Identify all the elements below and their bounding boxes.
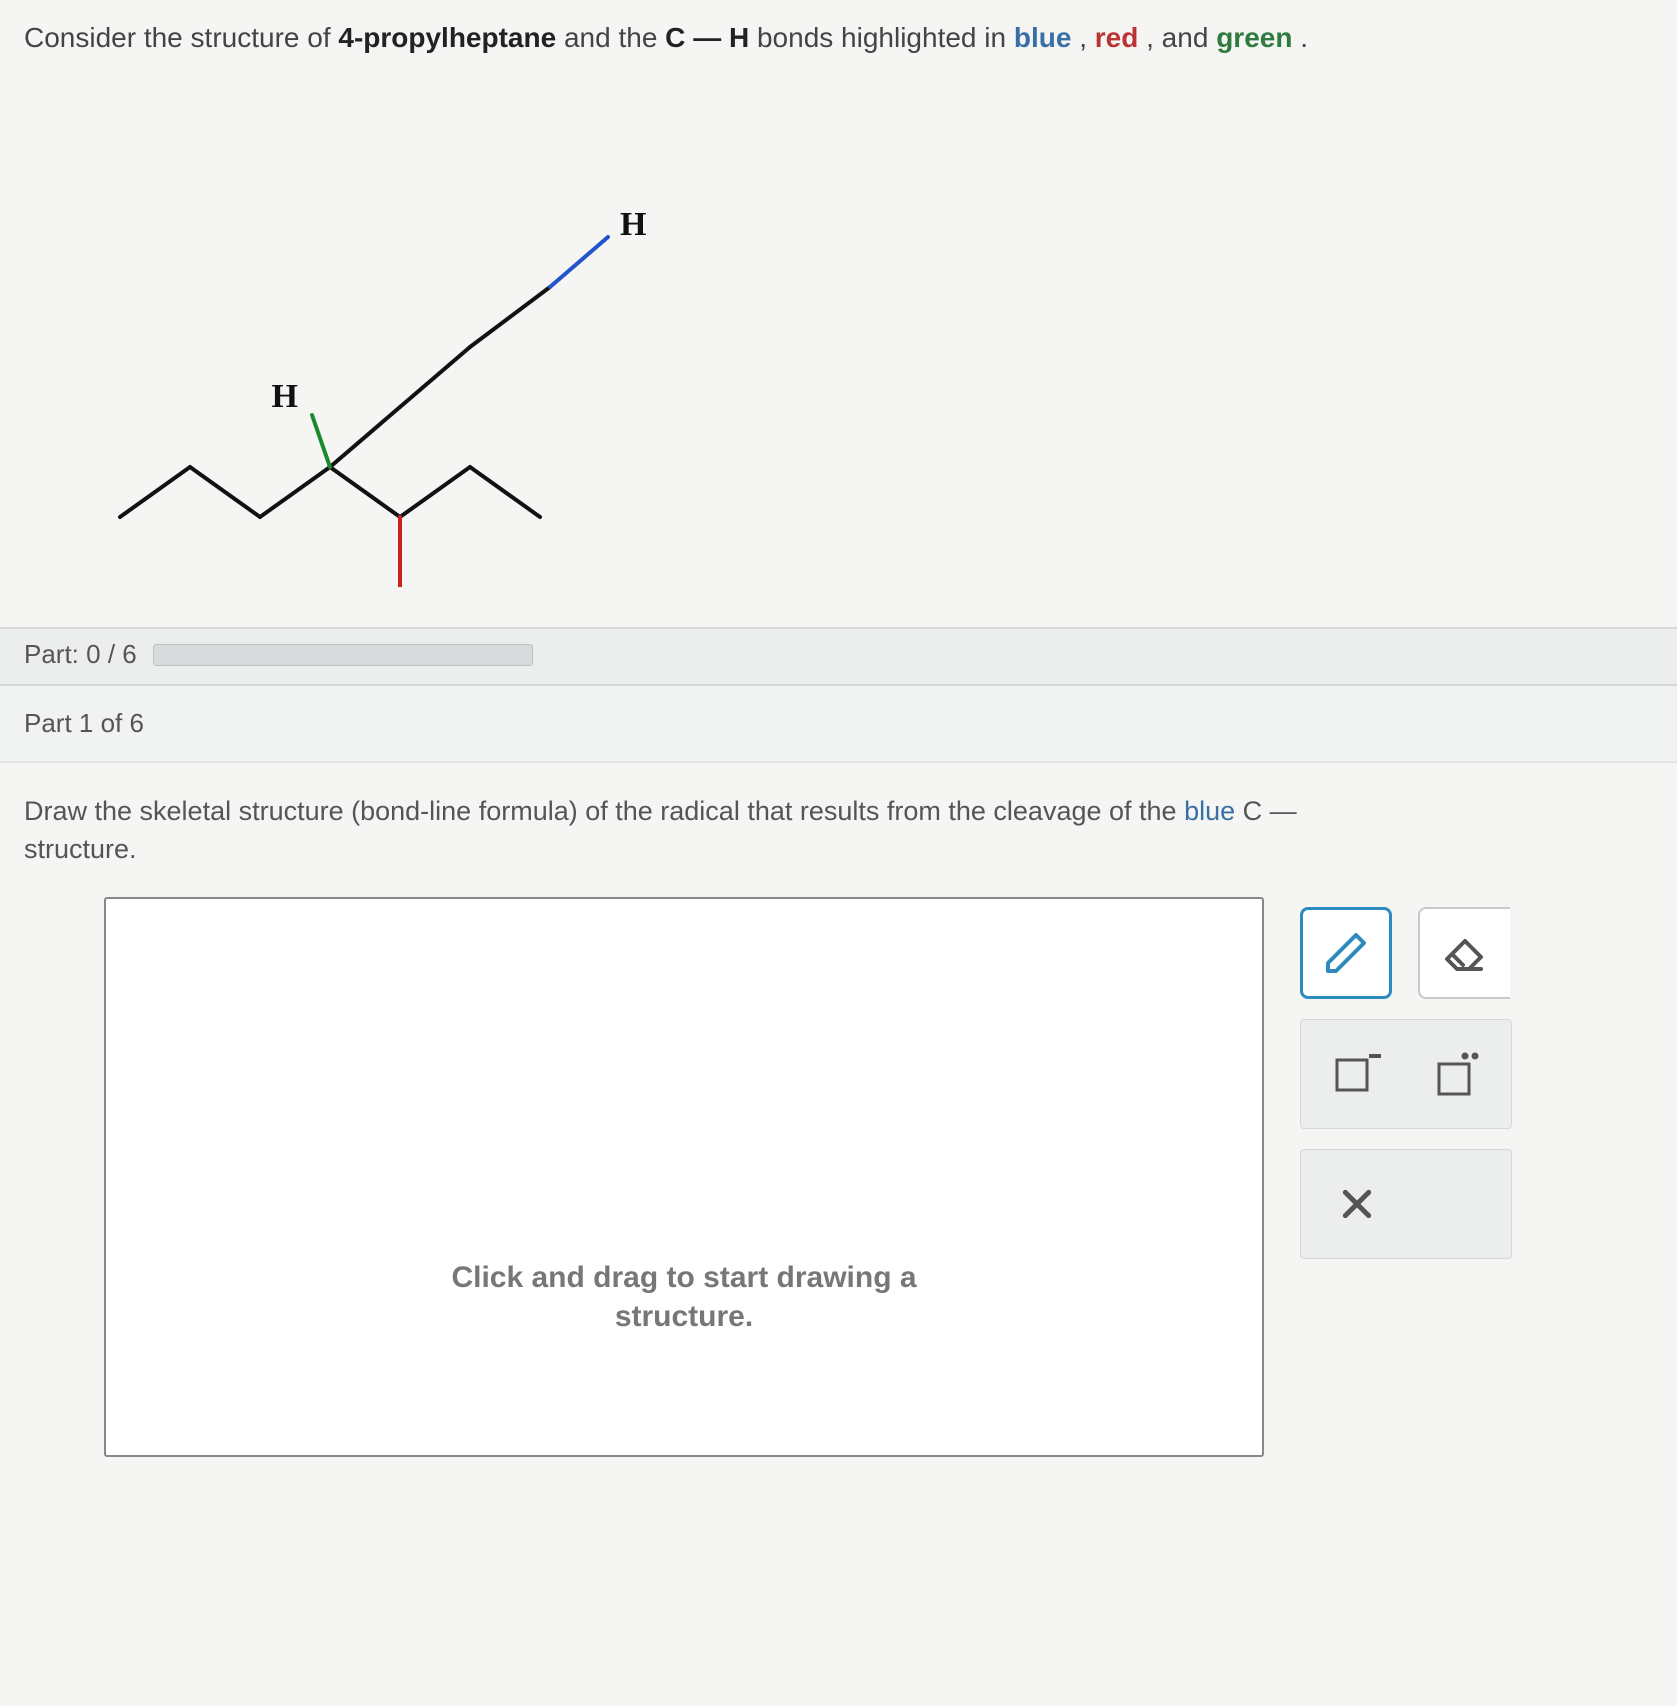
prompt-blue: blue bbox=[1184, 796, 1235, 826]
question-prefix: Consider the structure of bbox=[24, 22, 338, 53]
prompt-rest: C — bbox=[1243, 796, 1297, 826]
progress-prefix: Part: bbox=[24, 639, 86, 669]
blue-word: blue bbox=[1014, 22, 1072, 53]
comma2: , and bbox=[1146, 22, 1216, 53]
prompt-post: structure. bbox=[24, 834, 137, 864]
comma1: , bbox=[1079, 22, 1095, 53]
prompt-pre: Draw the skeletal structure (bond-line f… bbox=[24, 796, 1184, 826]
close-icon bbox=[1337, 1184, 1377, 1224]
clear-button[interactable] bbox=[1321, 1168, 1393, 1240]
period: . bbox=[1300, 22, 1308, 53]
bond-dash: — bbox=[693, 22, 721, 53]
pencil-tool-button[interactable] bbox=[1300, 907, 1392, 999]
negative-charge-button[interactable] bbox=[1321, 1038, 1393, 1110]
tool-row-draw bbox=[1300, 907, 1512, 999]
charge-tool-group bbox=[1300, 1019, 1512, 1129]
eraser-tool-button[interactable] bbox=[1418, 907, 1510, 999]
progress-current: 0 bbox=[86, 639, 100, 669]
molecule-svg: H H H bbox=[60, 87, 760, 587]
green-word: green bbox=[1216, 22, 1292, 53]
progress-bar bbox=[153, 644, 533, 666]
progress-label: Part: 0 / 6 bbox=[24, 639, 137, 670]
part-banner: Part 1 of 6 bbox=[0, 686, 1677, 763]
molecule-figure: H H H bbox=[0, 67, 1677, 627]
lone-pair-icon bbox=[1427, 1046, 1483, 1102]
canvas-placeholder-line1: Click and drag to start drawing a bbox=[451, 1258, 916, 1297]
canvas-placeholder-line2: structure. bbox=[451, 1297, 916, 1336]
compound-name: 4-propylheptane bbox=[338, 22, 556, 53]
lone-pair-button[interactable] bbox=[1419, 1038, 1491, 1110]
canvas-placeholder: Click and drag to start drawing a struct… bbox=[451, 1258, 916, 1336]
structure-canvas[interactable]: Click and drag to start drawing a struct… bbox=[104, 897, 1264, 1457]
question-header: Consider the structure of 4-propylheptan… bbox=[0, 0, 1677, 67]
question-mid: and the bbox=[564, 22, 665, 53]
progress-total: 6 bbox=[122, 639, 136, 669]
part-body: Draw the skeletal structure (bond-line f… bbox=[0, 763, 1677, 1497]
progress-section: Part: 0 / 6 bbox=[0, 627, 1677, 686]
progress-sep: / bbox=[101, 639, 123, 669]
negative-charge-icon bbox=[1329, 1046, 1385, 1102]
part-prompt: Draw the skeletal structure (bond-line f… bbox=[24, 793, 1653, 869]
svg-text:H: H bbox=[272, 378, 298, 415]
tool-panel bbox=[1300, 897, 1512, 1259]
question-postbond: bonds highlighted in bbox=[757, 22, 1014, 53]
pencil-icon bbox=[1322, 929, 1370, 977]
clear-tool-group bbox=[1300, 1149, 1512, 1259]
editor-row: Click and drag to start drawing a struct… bbox=[24, 897, 1653, 1457]
red-word: red bbox=[1095, 22, 1139, 53]
bond-c: C bbox=[665, 22, 685, 53]
eraser-icon bbox=[1441, 929, 1489, 977]
bond-h: H bbox=[729, 22, 749, 53]
svg-text:H: H bbox=[620, 206, 646, 243]
